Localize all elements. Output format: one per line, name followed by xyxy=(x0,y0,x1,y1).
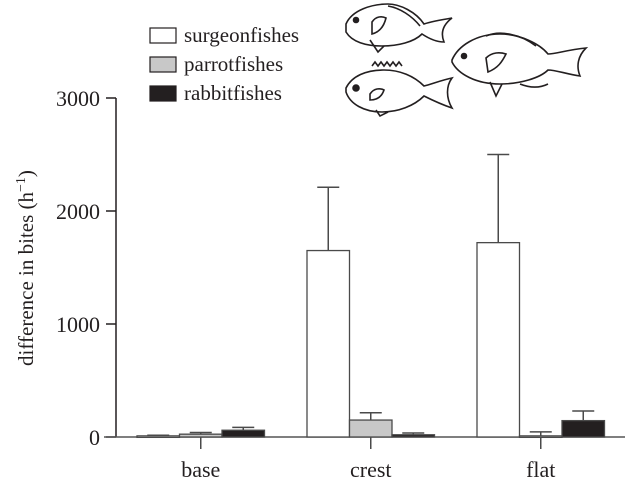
legend-item-parrotfishes: parrotfishes xyxy=(149,52,283,76)
legend-item-surgeonfishes: surgeonfishes xyxy=(149,23,299,47)
bar-parrotfishes-crest xyxy=(348,419,393,438)
surgeonfish-illustration-icon xyxy=(345,3,453,54)
y-tick-label: 3000 xyxy=(56,86,100,111)
legend-label: rabbitfishes xyxy=(184,81,282,105)
x-tick-labels: base crest flat xyxy=(181,457,555,482)
legend-label: surgeonfishes xyxy=(184,23,299,47)
bar-parrotfishes-base xyxy=(178,433,223,438)
bar-rabbitfishes-base xyxy=(221,429,266,438)
x-tick-label: flat xyxy=(526,457,555,482)
parrotfish-illustration-icon xyxy=(451,32,589,98)
x-tick-label: base xyxy=(181,457,220,482)
legend-swatch xyxy=(149,56,177,73)
y-tick-label: 1000 xyxy=(56,312,100,337)
y-tick-label: 2000 xyxy=(56,199,100,224)
legend-item-rabbitfishes: rabbitfishes xyxy=(149,81,282,105)
y-axis-label: difference in bites (h−1) xyxy=(14,170,38,366)
bars xyxy=(136,153,606,449)
legend-swatch xyxy=(149,85,177,102)
legend-label: parrotfishes xyxy=(184,52,283,76)
rabbitfish-illustration-icon xyxy=(345,60,454,118)
bar-surgeonfishes-crest xyxy=(306,249,351,438)
y-tick-labels: 0 1000 2000 3000 xyxy=(56,86,100,450)
x-tick-label: crest xyxy=(350,457,392,482)
legend-swatch xyxy=(149,27,177,44)
y-axis xyxy=(106,97,117,438)
legend: surgeonfishes parrotfishes rabbitfishes xyxy=(149,23,299,105)
y-tick-label: 0 xyxy=(89,425,100,450)
bar-surgeonfishes-flat xyxy=(476,241,521,438)
bar-surgeonfishes-base xyxy=(136,435,181,439)
bar-rabbitfishes-flat xyxy=(561,419,606,438)
bar-rabbitfishes-crest xyxy=(391,434,436,438)
